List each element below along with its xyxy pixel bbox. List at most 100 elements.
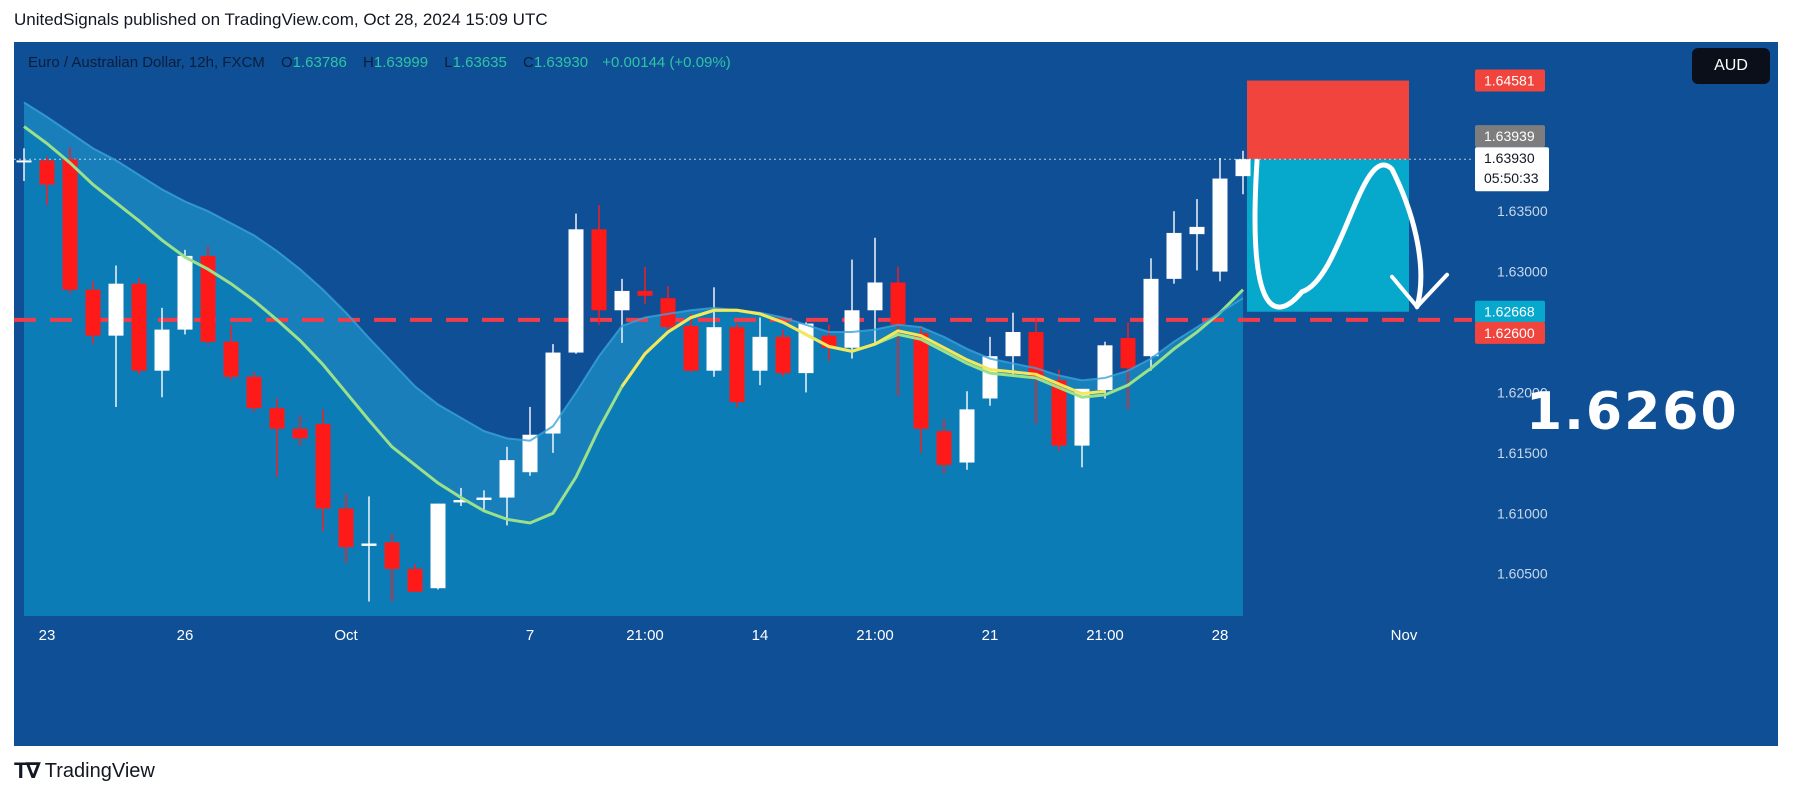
candle-body — [1166, 232, 1182, 279]
price-tick-label: 1.60500 — [1497, 566, 1548, 582]
target-price-tag: 1.62600 — [1475, 321, 1545, 344]
candle — [246, 371, 262, 412]
candle-body — [729, 327, 745, 403]
time-tick-label: Oct — [334, 627, 358, 644]
candle-body — [982, 356, 998, 399]
candle — [430, 503, 446, 590]
last-price-text: 1.63930 — [1484, 150, 1535, 166]
price-tick-label: 1.61000 — [1497, 505, 1548, 521]
candle-body — [1005, 332, 1021, 357]
yellow-moving-average — [620, 308, 1106, 396]
chart-panel[interactable]: 1.60500 1.61000 1.61500 1.62000 1.63000 1.635… — [14, 42, 1778, 746]
price-tick-label: 1.61500 — [1497, 445, 1548, 461]
candle — [384, 533, 400, 602]
candle — [568, 213, 584, 354]
candle — [315, 409, 331, 532]
time-tick-label: Nov — [1391, 627, 1418, 644]
upper-band-line — [23, 101, 1244, 442]
candle-body — [959, 409, 975, 463]
candle-body — [1143, 278, 1159, 357]
time-tick-label: 28 — [1212, 627, 1229, 644]
candle-body — [637, 290, 653, 296]
candle-body — [499, 460, 515, 498]
arrow-down-icon — [1390, 272, 1449, 310]
candle-body — [131, 283, 147, 371]
candle — [1212, 158, 1228, 282]
candle — [1143, 258, 1159, 371]
publish-info: UnitedSignals published on TradingView.c… — [14, 10, 548, 29]
prev-close-tag-bg — [1475, 125, 1545, 148]
symbol-title: Euro / Australian Dollar, 12h, FXCM — [28, 54, 265, 71]
candle — [39, 156, 55, 206]
zone-bottom-tag-bg — [1475, 300, 1545, 323]
candle-body — [568, 229, 584, 353]
footer-branding: T∇ TradingView — [14, 758, 155, 784]
candle — [706, 287, 722, 377]
close-label: C — [523, 54, 534, 71]
candle — [660, 286, 676, 330]
currency-button[interactable]: AUD — [1692, 48, 1770, 84]
candle — [1097, 341, 1113, 399]
candle — [361, 496, 377, 602]
candle — [545, 344, 561, 453]
prev-close-tag-text: 1.63939 — [1484, 128, 1535, 144]
time-tick-label: 21:00 — [856, 627, 894, 644]
candle-body — [1212, 178, 1228, 272]
candle-body — [591, 229, 607, 311]
candle — [108, 265, 124, 407]
high-value: 1.63999 — [373, 54, 429, 71]
candle-body — [246, 376, 262, 409]
open-value: 1.63786 — [292, 54, 347, 71]
candle — [752, 317, 768, 386]
tradingview-logo-icon: T∇ — [14, 758, 41, 783]
time-tick-label: 7 — [526, 627, 534, 644]
time-tick-label: 21:00 — [1086, 627, 1124, 644]
stop-price-tag: 1.64581 — [1475, 69, 1545, 92]
candle — [292, 415, 308, 446]
take-profit-zone — [1247, 159, 1409, 312]
candle-body — [154, 329, 170, 371]
candle-body — [683, 325, 699, 371]
candle — [1166, 211, 1182, 284]
candle — [476, 490, 492, 510]
stop-loss-zone — [1247, 80, 1409, 160]
candle — [959, 391, 975, 470]
candle-body — [1235, 159, 1251, 177]
candle-body — [269, 408, 285, 429]
close-value: 1.63930 — [533, 54, 589, 71]
candle — [775, 329, 791, 377]
candle — [867, 237, 883, 345]
candle — [913, 325, 929, 453]
stop-price-tag-text: 1.64581 — [1484, 73, 1535, 89]
candle-body — [890, 282, 906, 325]
countdown-text: 05:50:33 — [1484, 170, 1539, 186]
candle-body — [1189, 226, 1205, 235]
candle-body — [177, 255, 193, 330]
candle-body — [1051, 380, 1067, 446]
target-price-label: 1.6260 — [1526, 382, 1739, 442]
candlestick-chart[interactable]: 1.60500 1.61000 1.61500 1.62000 1.63000 1.635… — [14, 42, 1778, 746]
candle — [637, 266, 653, 305]
candle-body — [867, 282, 883, 311]
axes-layer: 1.60500 1.61000 1.61500 1.62000 1.63000 1.635… — [39, 203, 1548, 644]
candle — [936, 419, 952, 474]
projection-curve — [1252, 158, 1424, 310]
candle — [131, 277, 147, 375]
candle-body — [200, 255, 216, 342]
time-tick-label: 21:00 — [626, 627, 664, 644]
candle-body — [384, 542, 400, 569]
candle — [1235, 150, 1251, 195]
candle-body — [62, 159, 78, 290]
open-label: O — [280, 54, 293, 71]
candle-body — [39, 160, 55, 185]
symbol-legend: Euro / Australian Dollar, 12h, FXCM O1.6… — [28, 54, 731, 71]
price-tick-label: 1.62000 — [1497, 384, 1548, 400]
low-label: L — [444, 54, 453, 71]
candle-body — [522, 434, 538, 473]
candles-layer — [16, 147, 1251, 602]
zone-bottom-tag: 1.62668 — [1475, 300, 1545, 323]
zone-bottom-tag-text: 1.62668 — [1484, 304, 1535, 320]
high-label: H — [363, 54, 374, 71]
price-tick-label: 1.63000 — [1497, 264, 1548, 280]
candle-body — [476, 497, 492, 500]
